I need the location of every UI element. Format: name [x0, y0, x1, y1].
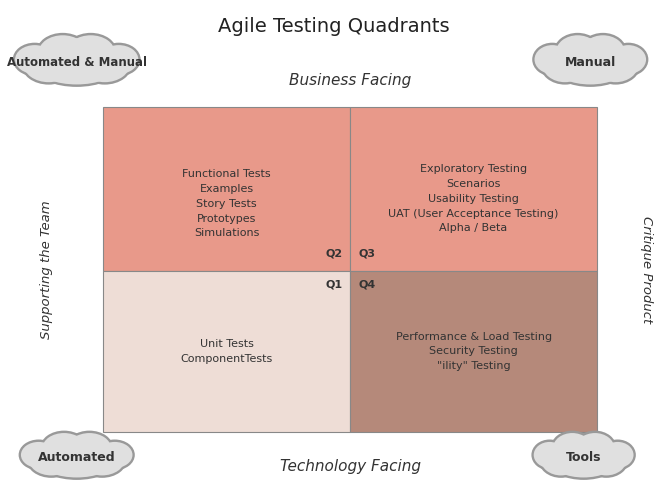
- Text: Unit Tests
ComponentTests: Unit Tests ComponentTests: [181, 339, 273, 364]
- Ellipse shape: [45, 436, 108, 477]
- Ellipse shape: [556, 35, 599, 68]
- Text: Business Facing: Business Facing: [289, 73, 412, 88]
- Text: Manual: Manual: [565, 56, 616, 69]
- Ellipse shape: [65, 33, 117, 71]
- Text: Exploratory Testing
Scenarios
Usability Testing
UAT (User Acceptance Testing)
Al: Exploratory Testing Scenarios Usability …: [388, 164, 559, 233]
- Ellipse shape: [593, 46, 638, 82]
- Ellipse shape: [38, 53, 115, 84]
- Ellipse shape: [21, 43, 76, 84]
- Ellipse shape: [540, 443, 582, 475]
- Ellipse shape: [553, 50, 628, 87]
- Ellipse shape: [77, 43, 132, 84]
- Ellipse shape: [65, 430, 113, 466]
- Ellipse shape: [19, 440, 59, 470]
- Ellipse shape: [37, 33, 89, 71]
- Ellipse shape: [553, 433, 614, 479]
- Ellipse shape: [540, 43, 590, 84]
- Ellipse shape: [29, 443, 74, 475]
- Ellipse shape: [39, 447, 114, 480]
- Ellipse shape: [23, 46, 74, 82]
- Ellipse shape: [579, 33, 627, 71]
- Text: Critique Product: Critique Product: [640, 216, 654, 323]
- Ellipse shape: [36, 50, 117, 87]
- Ellipse shape: [558, 38, 622, 84]
- Text: Supporting the Team: Supporting the Team: [40, 200, 53, 339]
- Ellipse shape: [590, 43, 641, 84]
- Ellipse shape: [39, 36, 114, 86]
- Text: Agile Testing Quadrants: Agile Testing Quadrants: [217, 17, 450, 36]
- Ellipse shape: [77, 440, 127, 478]
- Ellipse shape: [584, 440, 629, 478]
- Ellipse shape: [586, 443, 627, 475]
- Ellipse shape: [534, 45, 570, 74]
- Ellipse shape: [574, 430, 616, 466]
- Ellipse shape: [538, 440, 584, 478]
- Text: Performance & Load Testing
Security Testing
"ility" Testing: Performance & Load Testing Security Test…: [396, 331, 552, 371]
- Ellipse shape: [582, 35, 624, 68]
- Ellipse shape: [13, 42, 57, 76]
- Ellipse shape: [21, 442, 57, 468]
- FancyBboxPatch shape: [350, 107, 597, 271]
- Ellipse shape: [556, 36, 624, 86]
- Ellipse shape: [550, 447, 617, 480]
- Text: Q2: Q2: [325, 249, 342, 259]
- Text: Q3: Q3: [358, 249, 375, 259]
- FancyBboxPatch shape: [103, 271, 350, 432]
- Text: Functional Tests
Examples
Story Tests
Prototypes
Simulations: Functional Tests Examples Story Tests Pr…: [183, 169, 271, 238]
- Text: Q4: Q4: [358, 280, 376, 289]
- Ellipse shape: [608, 42, 648, 76]
- FancyBboxPatch shape: [350, 271, 597, 432]
- Ellipse shape: [41, 38, 111, 84]
- Ellipse shape: [67, 35, 115, 68]
- Ellipse shape: [43, 433, 85, 463]
- Ellipse shape: [610, 45, 646, 74]
- Text: Technology Facing: Technology Facing: [279, 459, 421, 474]
- Ellipse shape: [542, 46, 588, 82]
- Ellipse shape: [97, 442, 133, 468]
- Ellipse shape: [532, 440, 568, 470]
- Ellipse shape: [97, 42, 141, 76]
- Text: Automated & Manual: Automated & Manual: [7, 56, 147, 69]
- Ellipse shape: [79, 443, 125, 475]
- FancyBboxPatch shape: [103, 107, 350, 271]
- Ellipse shape: [79, 46, 130, 82]
- Ellipse shape: [576, 433, 614, 463]
- Text: Automated: Automated: [38, 451, 115, 464]
- Text: Tools: Tools: [566, 451, 602, 464]
- Ellipse shape: [40, 430, 88, 466]
- Ellipse shape: [68, 433, 111, 463]
- Ellipse shape: [552, 449, 615, 477]
- Text: Q1: Q1: [325, 280, 342, 289]
- Ellipse shape: [26, 440, 77, 478]
- Ellipse shape: [600, 440, 636, 470]
- Ellipse shape: [602, 442, 634, 468]
- Ellipse shape: [532, 42, 572, 76]
- Ellipse shape: [554, 33, 602, 71]
- Ellipse shape: [15, 45, 54, 74]
- Ellipse shape: [534, 442, 566, 468]
- Ellipse shape: [556, 53, 625, 84]
- Ellipse shape: [553, 433, 592, 463]
- Ellipse shape: [555, 436, 612, 477]
- Ellipse shape: [43, 433, 111, 479]
- Ellipse shape: [42, 449, 111, 477]
- Ellipse shape: [551, 430, 594, 466]
- Ellipse shape: [99, 45, 138, 74]
- Ellipse shape: [39, 35, 87, 68]
- Ellipse shape: [95, 440, 135, 470]
